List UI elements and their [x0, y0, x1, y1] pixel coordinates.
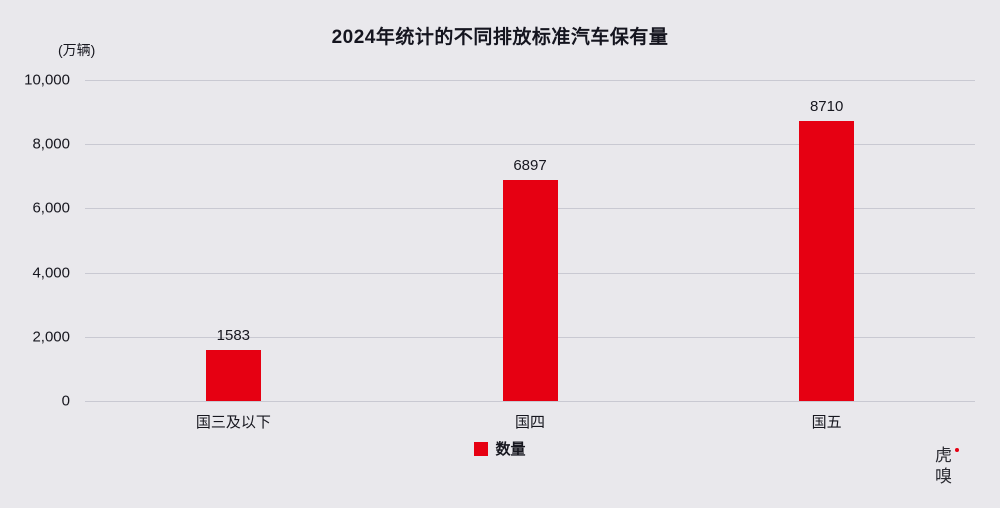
x-axis-category-label: 国五	[811, 414, 842, 431]
brand-logo: 虎 嗅	[935, 445, 959, 489]
bar-国三及以下	[205, 350, 261, 401]
y-axis-tick-label: 6,000	[32, 199, 70, 217]
x-axis-category-label: 国三及以下	[195, 414, 271, 431]
gridline	[85, 80, 975, 81]
y-axis-tick-label: 8,000	[32, 135, 70, 153]
gridline	[85, 144, 975, 146]
y-axis-tick-label: 10,000	[24, 71, 70, 89]
logo-char-1: 虎	[935, 445, 952, 466]
legend: 数量	[0, 438, 1000, 459]
legend-label: 数量	[495, 441, 526, 458]
bar-value-label: 1583	[216, 327, 251, 345]
bar-国四	[502, 179, 558, 401]
logo-char-2: 嗅	[935, 466, 952, 487]
bar-value-label: 6897	[513, 156, 547, 174]
y-axis-unit-label: (万辆)	[58, 42, 96, 58]
y-axis-tick-label: 0	[61, 392, 70, 410]
chart-title: 2024年统计的不同排放标准汽车保有量	[331, 27, 669, 48]
y-axis-tick-label: 4,000	[32, 264, 70, 282]
x-axis-category-label: 国四	[514, 414, 545, 431]
logo-red-dot-icon	[955, 447, 959, 452]
gridline	[85, 401, 975, 402]
y-axis-tick-label: 2,000	[32, 328, 70, 346]
bar-国五	[799, 121, 855, 401]
bar-value-label: 8710	[809, 98, 844, 116]
legend-swatch	[474, 441, 489, 456]
